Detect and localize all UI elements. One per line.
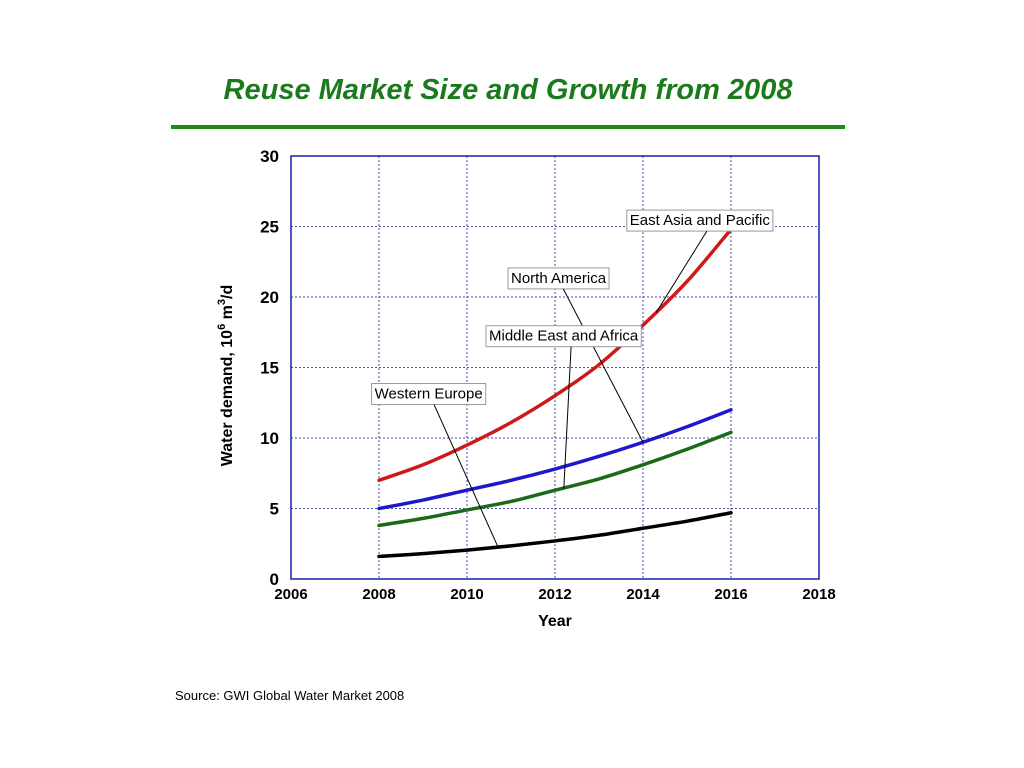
callout-1: North America: [507, 267, 644, 443]
source-note: Source: GWI Global Water Market 2008: [175, 688, 405, 703]
plot-frame: [290, 155, 820, 580]
y-axis-title-sup2: 3: [216, 299, 228, 305]
callout-label: Middle East and Africa: [489, 328, 639, 345]
callout-0: East Asia and Pacific: [626, 209, 774, 313]
x-tick-label: 2008: [362, 586, 395, 603]
x-axis-title: Year: [538, 613, 572, 630]
y-axis-title-sup1: 6: [216, 324, 228, 330]
callout-leader: [433, 404, 499, 547]
y-tick-label: 5: [270, 500, 279, 519]
callout-leader: [563, 346, 572, 489]
x-tick-label: 2012: [538, 586, 571, 603]
callout-3: Western Europe: [371, 383, 499, 547]
x-tick-label: 2006: [274, 586, 307, 603]
title-underline: [171, 125, 845, 129]
callout-leader: [655, 230, 708, 313]
y-tick-label: 0: [270, 570, 279, 589]
callout-label: Western Europe: [375, 386, 483, 403]
y-axis-title: Water demand, 106 m3/d: [216, 285, 236, 466]
y-tick-label: 10: [260, 429, 279, 448]
callout-box: [371, 383, 487, 406]
callout-label: East Asia and Pacific: [630, 212, 771, 229]
y-axis-title-mid: m: [219, 305, 236, 324]
y-tick-label: 15: [260, 359, 279, 378]
series-line-3: [377, 510, 733, 559]
y-tick-label: 30: [260, 147, 279, 166]
y-axis-title-main: Water demand, 10: [219, 330, 236, 466]
slide-title: Reuse Market Size and Growth from 2008: [223, 74, 793, 106]
callout-leader: [562, 288, 644, 443]
x-tick-labels: 2006 2008 2010 2012 2014 2016 2018: [274, 586, 835, 603]
series-lines: [377, 227, 733, 559]
y-tick-labels: 0 5 10 15 20 25 30: [260, 147, 279, 589]
series-callouts: East Asia and Pacific North America Middle…: [371, 209, 774, 547]
callout-label: North America: [511, 270, 607, 287]
y-tick-label: 20: [260, 288, 279, 307]
x-tick-label: 2010: [450, 586, 483, 603]
x-tick-label: 2014: [626, 586, 660, 603]
y-axis-title-end: /d: [219, 285, 236, 299]
x-tick-label: 2016: [714, 586, 747, 603]
callout-box: [485, 325, 642, 348]
y-tick-label: 25: [260, 218, 279, 237]
callout-box: [507, 267, 610, 290]
series-line-0: [377, 227, 733, 483]
series-line-1: [377, 408, 733, 511]
callout-2: Middle East and Africa: [485, 325, 642, 489]
x-tick-label: 2018: [802, 586, 835, 603]
series-line-2: [377, 430, 733, 528]
callout-box: [626, 209, 774, 232]
